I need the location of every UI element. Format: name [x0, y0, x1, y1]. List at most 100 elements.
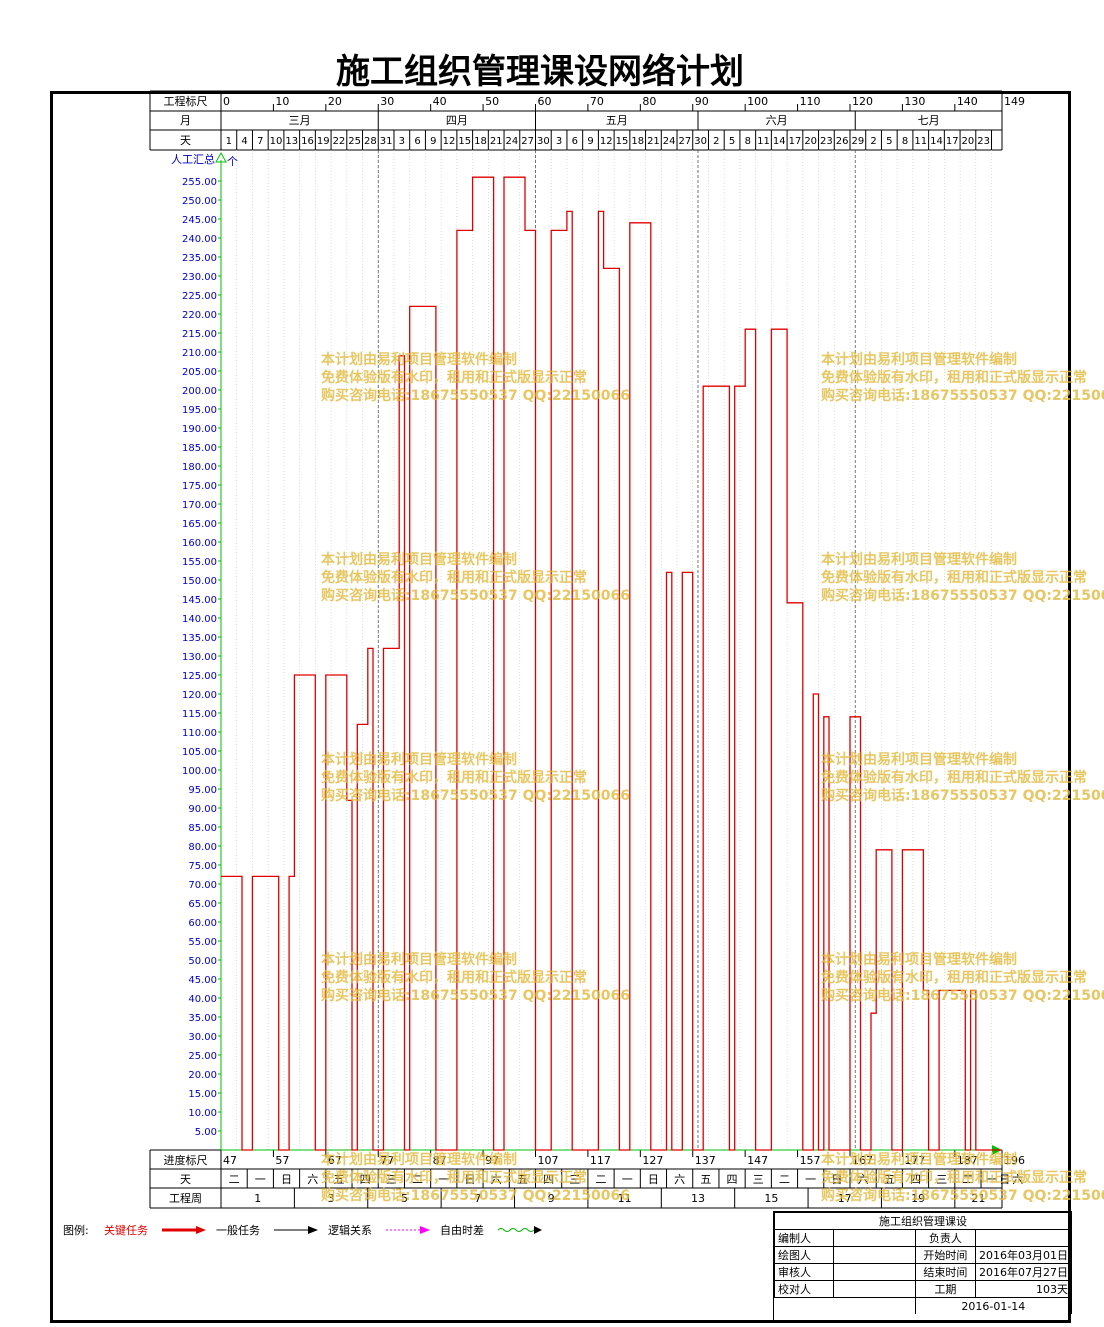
day-label: 17 — [946, 136, 959, 147]
scale-tick-label: 70 — [590, 95, 604, 108]
y-tick-label: 45.00 — [188, 975, 217, 986]
y-tick-label: 170.00 — [182, 500, 217, 511]
day-label: 15 — [458, 136, 471, 147]
day-label: 31 — [380, 136, 393, 147]
weekday-label: 三 — [386, 1173, 397, 1186]
y-tick-label: 155.00 — [182, 557, 217, 568]
y-tick-label: 215.00 — [182, 329, 217, 340]
y-tick-label: 130.00 — [182, 652, 217, 663]
progress-tick-label: 127 — [642, 1154, 663, 1167]
y-tick-label: 95.00 — [188, 785, 217, 796]
month-label: 七月 — [918, 114, 940, 127]
day-label: 23 — [977, 136, 990, 147]
scale-tick-label: 20 — [328, 95, 342, 108]
day-label: 25 — [348, 136, 361, 147]
day-label: 20 — [804, 136, 817, 147]
week-label: 13 — [691, 1192, 705, 1205]
series-line-manpower — [221, 176, 1002, 1151]
y-tick-label: 50.00 — [188, 956, 217, 967]
day-label: 24 — [506, 136, 519, 147]
y-tick-label: 70.00 — [188, 880, 217, 891]
day-label: 3 — [556, 136, 562, 147]
day-label: 17 — [789, 136, 802, 147]
weekday-label: 一 — [255, 1173, 266, 1186]
y-tick-label: 245.00 — [182, 215, 217, 226]
day-label: 12 — [443, 136, 456, 147]
date-spacer — [775, 1298, 916, 1315]
day-label: 29 — [851, 136, 864, 147]
day-label: 7 — [257, 136, 263, 147]
legend-free-float-label: 自由时差 — [440, 1224, 484, 1237]
legend-label: 图例: — [63, 1224, 89, 1237]
y-tick-label: 145.00 — [182, 595, 217, 606]
day-label: 11 — [757, 136, 770, 147]
progress-tick-label: 187 — [957, 1154, 978, 1167]
y-tick-label: 35.00 — [188, 1013, 217, 1024]
weekday-label: 日 — [831, 1173, 842, 1186]
day-label: 14 — [773, 136, 786, 147]
weekday-label: 二 — [412, 1173, 423, 1186]
weekday-label: 二 — [229, 1173, 240, 1186]
progress-tick-label: 67 — [328, 1154, 342, 1167]
weekday-label: 二 — [962, 1173, 973, 1186]
scale-tick-label: 60 — [537, 95, 551, 108]
weekday-label: 四 — [543, 1173, 554, 1186]
y-tick-label: 30.00 — [188, 1032, 217, 1043]
weekday-label: 三 — [936, 1173, 947, 1186]
progress-tick-label: 137 — [695, 1154, 716, 1167]
scale-tick-label: 130 — [904, 95, 925, 108]
day-label: 4 — [241, 136, 247, 147]
y-tick-label: 5.00 — [195, 1127, 217, 1138]
y-tick-label: 20.00 — [188, 1070, 217, 1081]
month-label: 三月 — [289, 114, 311, 127]
weekday-row-label: 天 — [180, 1173, 191, 1186]
weekday-label: 六 — [1012, 1173, 1023, 1186]
weekday-label: 五 — [333, 1173, 344, 1186]
engineering-scale-label: 工程标尺 — [164, 94, 208, 108]
weekday-label: 五 — [517, 1173, 528, 1186]
y-tick-label: 225.00 — [182, 291, 217, 302]
progress-tick-label: 177 — [904, 1154, 925, 1167]
weekday-label: 一 — [805, 1173, 816, 1186]
y-tick-label: 15.00 — [188, 1089, 217, 1100]
weekday-label: 日 — [999, 1173, 1010, 1186]
scale-tick-label: 30 — [380, 95, 394, 108]
day-label: 26 — [836, 136, 849, 147]
y-tick-label: 220.00 — [182, 310, 217, 321]
weekday-label: 二 — [779, 1173, 790, 1186]
month-label: 六月 — [766, 114, 788, 127]
drawer-value — [833, 1246, 916, 1264]
progress-tick-label: 167 — [852, 1154, 873, 1167]
y-tick-label: 85.00 — [188, 823, 217, 834]
week-label: 9 — [548, 1192, 555, 1205]
weekday-label: 五 — [884, 1173, 895, 1186]
y-tick-label: 160.00 — [182, 538, 217, 549]
end-label: 结束时间 — [914, 1263, 977, 1281]
day-label: 8 — [902, 136, 908, 147]
duration-label: 工期 — [914, 1280, 977, 1298]
progress-tick-label: 107 — [537, 1154, 558, 1167]
scale-tick-label: 140 — [957, 95, 978, 108]
day-label: 18 — [631, 136, 644, 147]
progress-tick-label: 87 — [433, 1154, 447, 1167]
week-label: 11 — [618, 1192, 632, 1205]
day-label: 21 — [490, 136, 503, 147]
y-tick-label: 120.00 — [182, 690, 217, 701]
y-tick-label: 40.00 — [188, 994, 217, 1005]
weekday-label: 六 — [491, 1173, 502, 1186]
weekday-label: 一 — [622, 1173, 633, 1186]
y-tick-label: 60.00 — [188, 918, 217, 929]
start-value: 2016年03月01日 — [975, 1246, 1072, 1264]
weekday-label: 三 — [753, 1173, 764, 1186]
scale-tick-label: 10 — [275, 95, 289, 108]
duration-value: 103天 — [975, 1280, 1072, 1298]
reviewer-label: 审核人 — [773, 1263, 835, 1281]
weekday-label: 六 — [858, 1173, 869, 1186]
y-tick-label: 75.00 — [188, 861, 217, 872]
y-tick-label: 125.00 — [182, 671, 217, 682]
month-label: 五月 — [606, 114, 628, 127]
day-label: 10 — [270, 136, 283, 147]
day-row-label: 天 — [180, 134, 191, 147]
day-label: 2 — [870, 136, 876, 147]
y-tick-label: 185.00 — [182, 443, 217, 454]
